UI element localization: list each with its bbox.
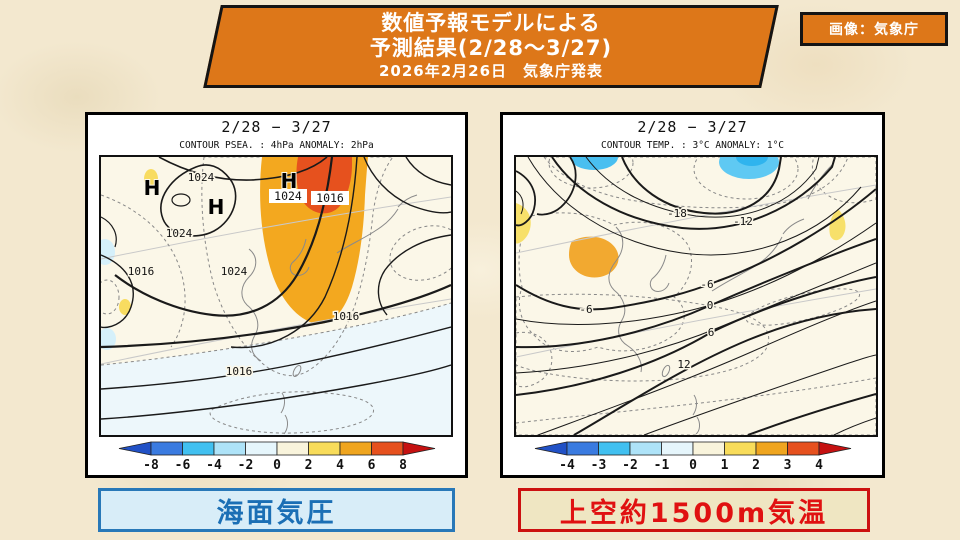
svg-text:0: 0 bbox=[273, 458, 281, 471]
svg-text:4: 4 bbox=[815, 458, 823, 471]
temperature-contours bbox=[516, 157, 876, 435]
pressure-coastlines bbox=[241, 194, 418, 435]
svg-text:3: 3 bbox=[783, 458, 791, 471]
colorbar-segment bbox=[244, 441, 277, 456]
pressure-panel: 2/28 − 3/27 CONTOUR PSEA. : 4hPa ANOMALY… bbox=[85, 112, 468, 478]
temperature-panel: 2/28 − 3/27 CONTOUR TEMP. : 3°C ANOMALY:… bbox=[500, 112, 885, 478]
pressure-contours bbox=[101, 157, 451, 420]
svg-text:-2: -2 bbox=[237, 458, 253, 471]
colorbar-segment bbox=[566, 441, 599, 456]
pressure-caption-label: 海面気圧 bbox=[216, 497, 337, 529]
temperature-graticule bbox=[516, 184, 876, 358]
temperature-colorbar: -4 -3 -2 -1 0 1 2 3 4 bbox=[534, 441, 851, 471]
high-symbol: H bbox=[281, 169, 298, 193]
svg-text:-2: -2 bbox=[622, 458, 638, 471]
pressure-contour-labels: 1024 1024 1024 1016 1016 1016 H H H 1024… bbox=[126, 168, 361, 380]
colorbar-segment bbox=[723, 441, 756, 456]
pressure-map-subtitle: CONTOUR PSEA. : 4hPa ANOMALY: 2hPa bbox=[179, 140, 374, 151]
temperature-map-subtitle: CONTOUR TEMP. : 3°C ANOMALY: 1°C bbox=[600, 140, 785, 151]
pressure-anomaly-contours bbox=[101, 194, 451, 366]
svg-text:1016: 1016 bbox=[316, 191, 344, 205]
svg-text:1016: 1016 bbox=[226, 365, 253, 378]
header-line-3: 2026年2月26日 気象庁発表 bbox=[378, 62, 604, 80]
temperature-caption: 上空約1500m気温 bbox=[518, 488, 870, 532]
svg-text:2: 2 bbox=[752, 458, 760, 471]
colorbar-right-arrow bbox=[818, 441, 851, 456]
svg-text:-6: -6 bbox=[579, 303, 592, 316]
svg-text:0: 0 bbox=[689, 458, 697, 471]
credit-label: 画像：気象庁 bbox=[829, 22, 919, 38]
pressure-map-title: 2/28 − 3/27 bbox=[221, 118, 332, 136]
svg-text:1024: 1024 bbox=[188, 171, 215, 184]
high-symbol: H bbox=[144, 176, 161, 200]
svg-text:0: 0 bbox=[707, 299, 714, 312]
colorbar-segment bbox=[276, 441, 309, 456]
svg-text:1024: 1024 bbox=[221, 265, 248, 278]
header-banner-text: 数値予報モデルによる 予測結果(2/28～3/27) 2026年2月26日 気象… bbox=[215, 8, 767, 85]
temperature-map: -18 -12 -6 -6 0 6 12 bbox=[514, 155, 878, 437]
svg-text:-4: -4 bbox=[559, 458, 575, 471]
svg-text:2: 2 bbox=[304, 458, 312, 471]
pressure-colorbar: -8 -6 -4 -2 0 2 4 6 8 bbox=[118, 441, 435, 471]
svg-text:-6: -6 bbox=[174, 458, 190, 471]
svg-text:-1: -1 bbox=[653, 458, 669, 471]
colorbar-segment bbox=[692, 441, 725, 456]
pressure-caption: 海面気圧 bbox=[98, 488, 455, 532]
pressure-graticule bbox=[101, 196, 451, 365]
colorbar-right-arrow bbox=[402, 441, 435, 456]
colorbar-left-arrow bbox=[118, 441, 151, 456]
colorbar-segment bbox=[307, 441, 340, 456]
header-banner: 数値予報モデルによる 予測結果(2/28～3/27) 2026年2月26日 気象… bbox=[203, 5, 779, 88]
high-symbol: H bbox=[208, 195, 225, 219]
colorbar-segment bbox=[755, 441, 788, 456]
colorbar-segment bbox=[597, 441, 630, 456]
svg-text:12: 12 bbox=[677, 358, 690, 371]
svg-text:-8: -8 bbox=[143, 458, 159, 471]
svg-text:1016: 1016 bbox=[333, 310, 360, 323]
colorbar-left-arrow bbox=[534, 441, 567, 456]
temperature-contour-labels: -18 -12 -6 -6 0 6 12 bbox=[578, 206, 755, 373]
credit-box: 画像：気象庁 bbox=[800, 12, 948, 46]
svg-text:6: 6 bbox=[367, 458, 375, 471]
svg-text:6: 6 bbox=[708, 326, 715, 339]
colorbar-segment bbox=[786, 441, 819, 456]
svg-text:1024: 1024 bbox=[166, 227, 193, 240]
svg-text:-18: -18 bbox=[667, 207, 687, 220]
header-line-1: 数値予報モデルによる bbox=[381, 11, 601, 35]
svg-text:-3: -3 bbox=[590, 458, 606, 471]
header-line-2: 予測結果(2/28～3/27) bbox=[369, 36, 613, 60]
temperature-map-title: 2/28 − 3/27 bbox=[637, 118, 748, 136]
svg-text:1: 1 bbox=[720, 458, 728, 471]
temperature-coastlines bbox=[608, 164, 833, 435]
colorbar-segment bbox=[660, 441, 693, 456]
svg-text:-12: -12 bbox=[733, 215, 753, 228]
colorbar-segment bbox=[213, 441, 246, 456]
colorbar-segment bbox=[629, 441, 662, 456]
pressure-map: 1024 1024 1024 1016 1016 1016 H H H 1024… bbox=[99, 155, 453, 437]
svg-text:8: 8 bbox=[399, 458, 407, 471]
temperature-caption-label: 上空約1500m気温 bbox=[559, 497, 829, 529]
svg-text:1024: 1024 bbox=[274, 189, 302, 203]
colorbar-segment bbox=[370, 441, 403, 456]
colorbar-segment bbox=[150, 441, 183, 456]
svg-text:-6: -6 bbox=[700, 278, 713, 291]
colorbar-segment bbox=[181, 441, 214, 456]
colorbar-segment bbox=[339, 441, 372, 456]
svg-text:-4: -4 bbox=[206, 458, 222, 471]
svg-text:4: 4 bbox=[336, 458, 344, 471]
svg-text:1016: 1016 bbox=[128, 265, 155, 278]
